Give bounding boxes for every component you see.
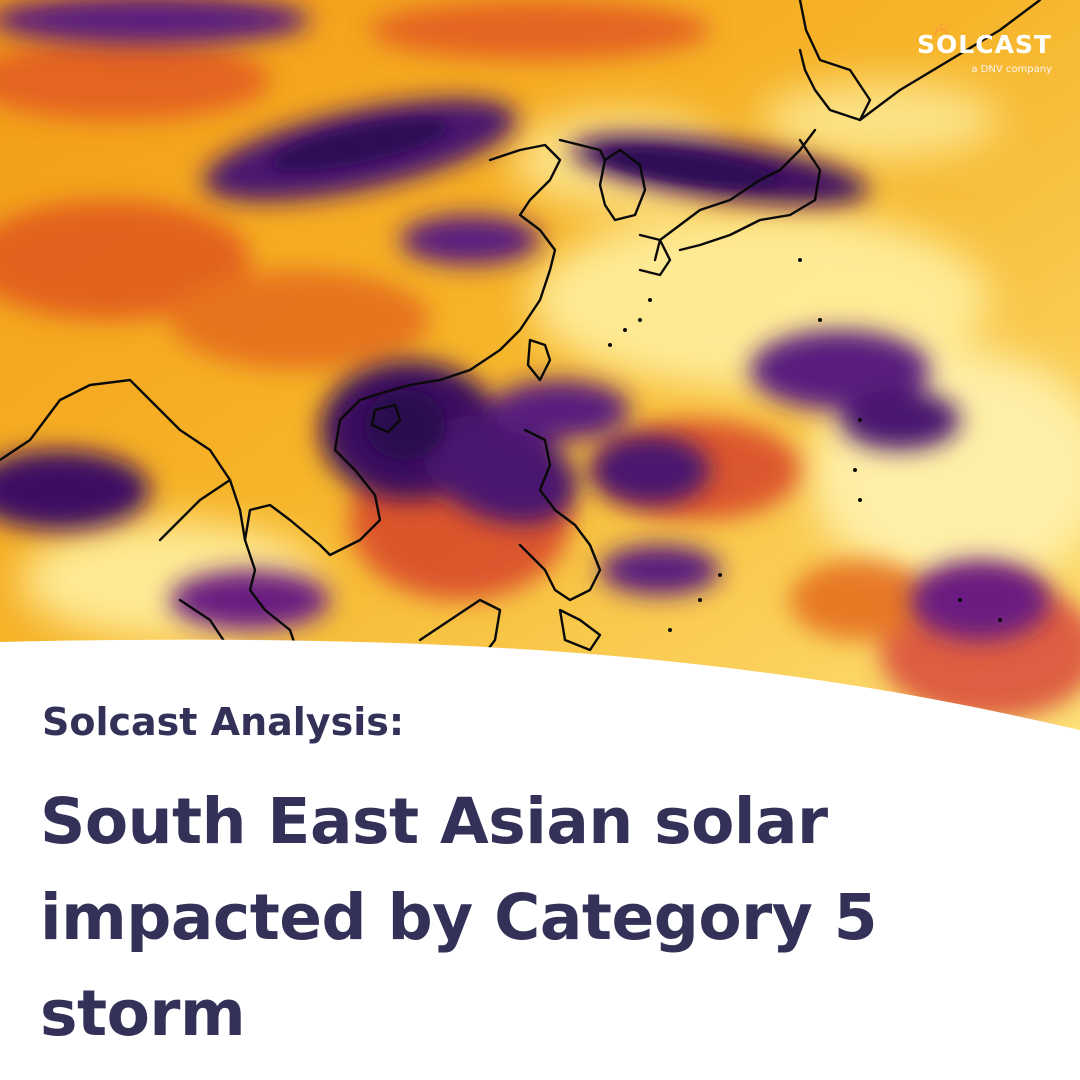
article-headline: South East Asian solar impacted by Categ… <box>40 785 878 1050</box>
satellite-irradiance-map <box>0 0 1080 760</box>
sun-icon <box>934 24 948 36</box>
brand-name: SOLCAST <box>917 30 1052 59</box>
article-subtitle: Solcast Analysis: <box>42 700 405 744</box>
solcast-logo: SOLCAST a DNV company <box>917 24 1052 75</box>
brand-tagline: a DNV company <box>971 64 1052 75</box>
